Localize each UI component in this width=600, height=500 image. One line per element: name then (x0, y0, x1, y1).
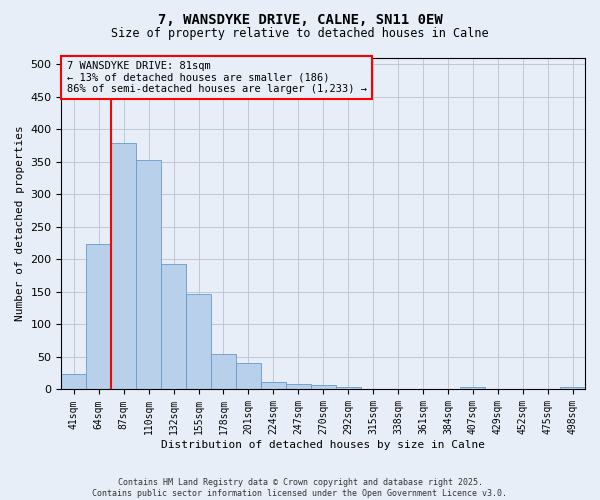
Bar (335, 387, 361, 390)
Text: 7, WANSDYKE DRIVE, CALNE, SN11 0EW: 7, WANSDYKE DRIVE, CALNE, SN11 0EW (158, 12, 442, 26)
Bar (61, 374, 86, 390)
Bar (286, 384, 311, 390)
Bar (361, 389, 386, 390)
Text: 7 WANSDYKE DRIVE: 81sqm
← 13% of detached houses are smaller (186)
86% of semi-d: 7 WANSDYKE DRIVE: 81sqm ← 13% of detache… (67, 61, 367, 94)
X-axis label: Distribution of detached houses by size in Calne: Distribution of detached houses by size … (161, 440, 485, 450)
Bar (560, 387, 585, 390)
Bar (236, 363, 261, 390)
Y-axis label: Number of detached properties: Number of detached properties (15, 126, 25, 322)
Bar (485, 389, 510, 390)
Text: Contains HM Land Registry data © Crown copyright and database right 2025.
Contai: Contains HM Land Registry data © Crown c… (92, 478, 508, 498)
Bar (261, 382, 286, 390)
Bar (186, 294, 211, 390)
Bar (460, 387, 485, 390)
Bar (111, 144, 136, 390)
Text: Size of property relative to detached houses in Calne: Size of property relative to detached ho… (111, 28, 489, 40)
Bar (86, 244, 111, 390)
Bar (136, 160, 161, 390)
Bar (211, 354, 236, 390)
Bar (311, 385, 335, 390)
Bar (535, 389, 560, 390)
Bar (161, 264, 186, 390)
